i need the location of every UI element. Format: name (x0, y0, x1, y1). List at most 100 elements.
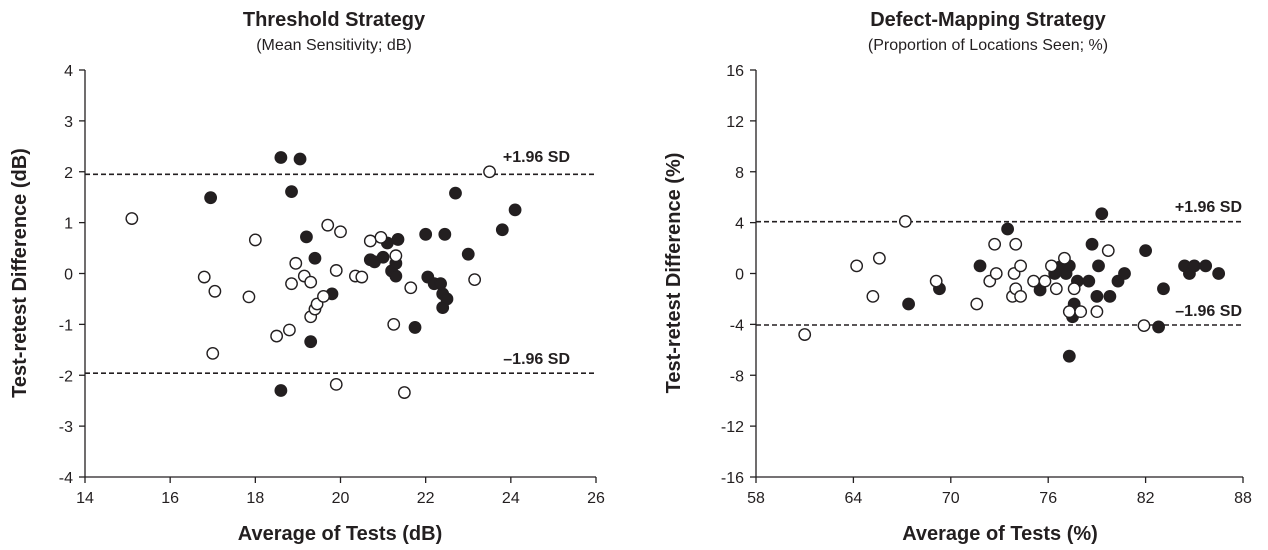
x-tick-label: 70 (942, 490, 960, 507)
y-tick-label: -4 (59, 470, 73, 487)
open-data-point (1137, 319, 1151, 333)
open-data-point (468, 273, 482, 287)
x-tick-label: 14 (76, 490, 94, 507)
defect-mapping-strategy-chart: Defect-Mapping Strategy (Proportion of L… (663, 9, 1252, 545)
open-data-point (850, 259, 864, 273)
y-tick-label: -3 (59, 419, 73, 436)
upper-limit-label: +1.96 SD (503, 149, 570, 166)
y-tick-label: -4 (730, 317, 744, 334)
y-tick-label: -16 (721, 470, 744, 487)
open-data-point (1038, 274, 1052, 288)
open-data-point (321, 218, 335, 232)
open-data-point (363, 234, 377, 248)
open-data-point (404, 281, 418, 295)
filled-data-point (973, 259, 987, 273)
open-data-point (282, 323, 296, 337)
y-tick-label: 1 (64, 216, 73, 233)
filled-data-point (1118, 267, 1131, 280)
y-tick-label: 16 (726, 63, 744, 80)
open-data-point (989, 267, 1003, 280)
filled-data-point (440, 292, 454, 306)
open-data-point (970, 297, 984, 311)
open-data-point (483, 165, 496, 179)
filled-data-point (1095, 207, 1109, 221)
filled-data-point (1199, 259, 1213, 273)
open-data-point (304, 275, 318, 289)
open-data-point (329, 264, 343, 277)
x-tick-label: 18 (246, 490, 264, 507)
open-data-point (289, 256, 303, 270)
filled-data-point (902, 297, 915, 311)
open-data-point (285, 277, 298, 291)
filled-data-point (1187, 259, 1201, 273)
lower-limit-label: –1.96 SD (1175, 303, 1242, 320)
y-tick-label: 8 (735, 165, 744, 182)
open-data-point (1074, 305, 1088, 319)
open-data-point (798, 328, 812, 341)
open-data-point (317, 289, 330, 303)
open-data-point (387, 317, 401, 331)
y-tick-label: 0 (735, 267, 744, 284)
filled-data-point (1090, 289, 1104, 303)
filled-data-point (285, 185, 298, 198)
x-tick-label: 24 (502, 490, 520, 507)
filled-data-point (508, 203, 522, 217)
filled-data-point (438, 227, 452, 241)
open-data-point (1049, 282, 1063, 296)
filled-data-point (304, 335, 318, 349)
filled-data-point (300, 230, 313, 244)
open-data-point (1101, 244, 1115, 258)
y-tick-label: -1 (59, 317, 73, 334)
filled-data-point (461, 247, 475, 261)
filled-data-point (1212, 267, 1226, 280)
y-tick-label: 3 (64, 114, 73, 131)
open-data-point (1014, 259, 1028, 273)
y-tick-label: -2 (59, 368, 73, 385)
chart-subtitle: (Proportion of Locations Seen; %) (868, 37, 1108, 54)
filled-data-point (274, 384, 288, 397)
filled-data-point (1001, 222, 1015, 236)
open-data-point (1067, 282, 1081, 296)
chart-subtitle: (Mean Sensitivity; dB) (256, 37, 412, 54)
filled-data-point (1157, 282, 1170, 296)
x-tick-label: 82 (1137, 490, 1155, 507)
open-data-point (397, 386, 411, 399)
open-data-point (1027, 274, 1040, 288)
filled-data-point (376, 250, 390, 264)
x-axis-label: Average of Tests (dB) (238, 523, 442, 545)
y-tick-label: 12 (726, 114, 744, 131)
y-tick-label: -12 (721, 419, 744, 436)
filled-data-point (389, 269, 403, 283)
y-axis-label: Test-retest Difference (%) (663, 153, 685, 394)
filled-data-point (434, 277, 447, 291)
open-data-point (866, 289, 880, 303)
open-data-point (988, 237, 1002, 251)
threshold-strategy-chart: Threshold Strategy (Mean Sensitivity; dB… (9, 9, 605, 545)
x-tick-label: 26 (587, 490, 605, 507)
filled-data-point (1139, 244, 1153, 258)
x-tick-label: 16 (161, 490, 179, 507)
open-data-point (242, 290, 256, 304)
y-axis-label: Test-retest Difference (dB) (9, 148, 31, 398)
filled-data-point (1103, 289, 1117, 303)
open-data-point (1045, 259, 1058, 273)
filled-data-point (495, 223, 509, 237)
filled-data-point (419, 227, 433, 241)
y-tick-label: -8 (730, 368, 744, 385)
chart-title: Threshold Strategy (243, 9, 426, 31)
filled-data-point (1085, 237, 1099, 251)
filled-data-point (1152, 320, 1165, 334)
filled-data-point (1082, 274, 1096, 288)
open-data-point (1058, 251, 1071, 265)
open-data-point (206, 346, 220, 360)
filled-data-point (204, 191, 218, 205)
filled-data-point (293, 152, 307, 166)
filled-data-point (1062, 349, 1076, 363)
open-data-point (1014, 289, 1028, 303)
open-data-point (329, 378, 343, 391)
x-tick-label: 58 (747, 490, 765, 507)
open-data-point (929, 274, 943, 288)
open-data-point (248, 233, 262, 247)
open-data-point (389, 249, 403, 263)
